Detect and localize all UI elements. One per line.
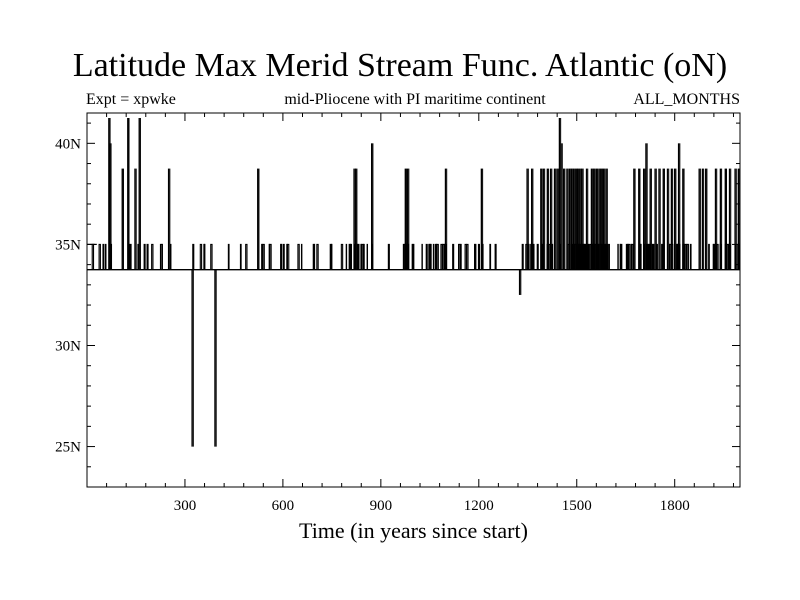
oscillation-segment [429,243,432,270]
oscillation-segment [146,243,149,270]
oscillation-segment [245,243,248,270]
oscillation-segment [199,243,203,270]
oscillation-segment [169,243,172,270]
oscillation-segment [283,243,285,270]
oscillation-segment [387,243,390,270]
oscillation-segment [631,243,634,270]
oscillation-segment [412,243,415,270]
oscillation-segment [239,243,242,270]
oscillation-segment [316,243,319,270]
oscillation-segment [494,243,497,270]
oscillation-segment [477,243,481,270]
experiment-description: mid-Pliocene with PI maritime continent [284,91,546,108]
x-tick-label: 1500 [562,498,592,514]
oscillation-segment [466,243,469,270]
oscillation-segment [192,243,195,270]
oscillation-segment [104,243,107,270]
experiment-label: Expt = xpwke [86,91,176,108]
y-tick-label: 30N [55,338,81,354]
oscillation-segment [536,243,539,270]
oscillation-segment [350,243,353,270]
oscillation-segment [143,243,146,270]
oscillation-segment [357,243,360,270]
oscillation-segment [521,243,524,270]
y-tick-label: 35N [55,237,81,253]
oscillation-segment [362,243,365,270]
oscillation-segment [280,243,283,270]
oscillation-segment [102,243,105,270]
series-line [87,118,741,447]
oscillation-segment [210,243,213,270]
y-tick-label: 25N [55,440,81,456]
oscillation-segment [620,243,623,270]
x-tick-label: 1200 [464,498,494,514]
oscillation-segment [340,243,344,270]
oscillation-segment [608,243,610,270]
oscillation-segment [587,243,590,270]
oscillation-segment [452,243,455,270]
oscillation-segment [425,243,428,270]
oscillation-segment [227,243,230,270]
oscillation-segment [489,243,492,270]
months-label: ALL_MONTHS [633,91,740,108]
x-tick-label: 600 [272,498,295,514]
oscillation-segment [129,243,132,270]
oscillation-segment [708,243,710,270]
x-tick-label: 1800 [660,498,690,514]
oscillation-segment [459,243,462,270]
oscillation-segment [269,243,272,270]
oscillation-segment [652,243,655,270]
plot-frame [86,112,741,488]
oscillation-segment [98,243,101,270]
oscillation-segment [297,243,300,270]
oscillation-segment [628,243,631,270]
x-axis-label: Time (in years since start) [299,518,528,543]
oscillation-segment [474,243,477,270]
oscillation-segment [286,243,290,270]
x-tick-label: 300 [174,498,197,514]
chart-title: Latitude Max Merid Stream Func. Atlantic… [72,47,728,84]
oscillation-segment [91,243,95,270]
oscillation-segment [689,243,692,270]
axes: 300 600 900 1200 1500 1800 25N 30N 35N 40N [55,112,741,514]
y-tick-label: 40N [55,136,81,152]
x-tick-label: 900 [370,498,393,514]
oscillation-segment [436,243,439,270]
oscillation-segment [262,243,265,270]
oscillation-segment [151,243,154,270]
